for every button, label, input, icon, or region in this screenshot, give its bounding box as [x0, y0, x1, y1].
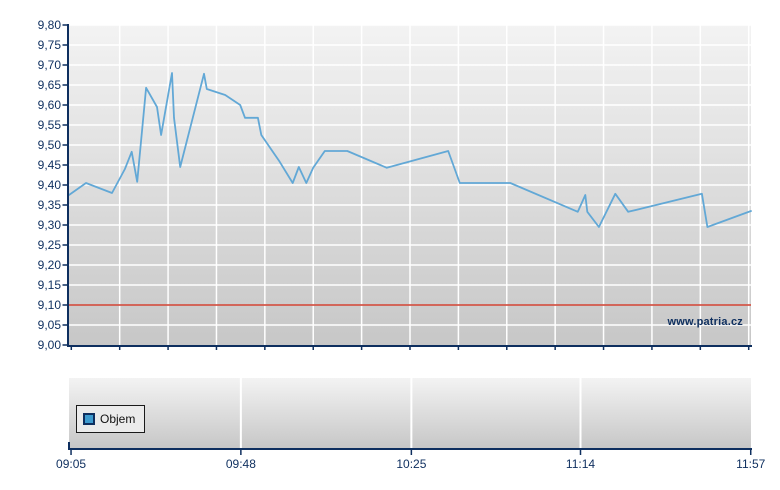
y-axis-label: 9,50 [38, 138, 62, 152]
y-axis-label: 9,70 [38, 58, 62, 72]
volume-plot-area [69, 378, 751, 448]
y-axis-label: 9,40 [38, 178, 62, 192]
y-axis-label: 9,00 [38, 338, 62, 352]
y-axis-label: 9,20 [38, 258, 62, 272]
y-axis-label: 9,55 [38, 118, 62, 132]
y-axis-label: 9,45 [38, 158, 62, 172]
y-axis-label: 9,60 [38, 98, 62, 112]
volume-legend: Objem [76, 405, 145, 433]
y-axis-label: 9,35 [38, 198, 62, 212]
x-axis-label: 11:57 [736, 457, 765, 471]
x-axis-label: 09:48 [226, 457, 256, 471]
y-axis-label: 9,15 [38, 278, 62, 292]
y-axis-label: 9,10 [38, 298, 62, 312]
y-axis-label: 9,75 [38, 38, 62, 52]
y-axis-label: 9,30 [38, 218, 62, 232]
y-axis-label: 9,25 [38, 238, 62, 252]
x-axis-label: 09:05 [56, 457, 86, 471]
price-line [68, 72, 752, 228]
volume-legend-marker-icon [83, 413, 95, 425]
x-axis-label: 11:14 [566, 457, 595, 471]
volume-legend-label: Objem [100, 412, 136, 426]
x-axis-label: 10:25 [396, 457, 426, 471]
y-axis-label: 9,80 [38, 18, 62, 32]
watermark: www.patria.cz [667, 316, 743, 328]
y-axis-label: 9,65 [38, 78, 62, 92]
y-axis-label: 9,05 [38, 318, 62, 332]
